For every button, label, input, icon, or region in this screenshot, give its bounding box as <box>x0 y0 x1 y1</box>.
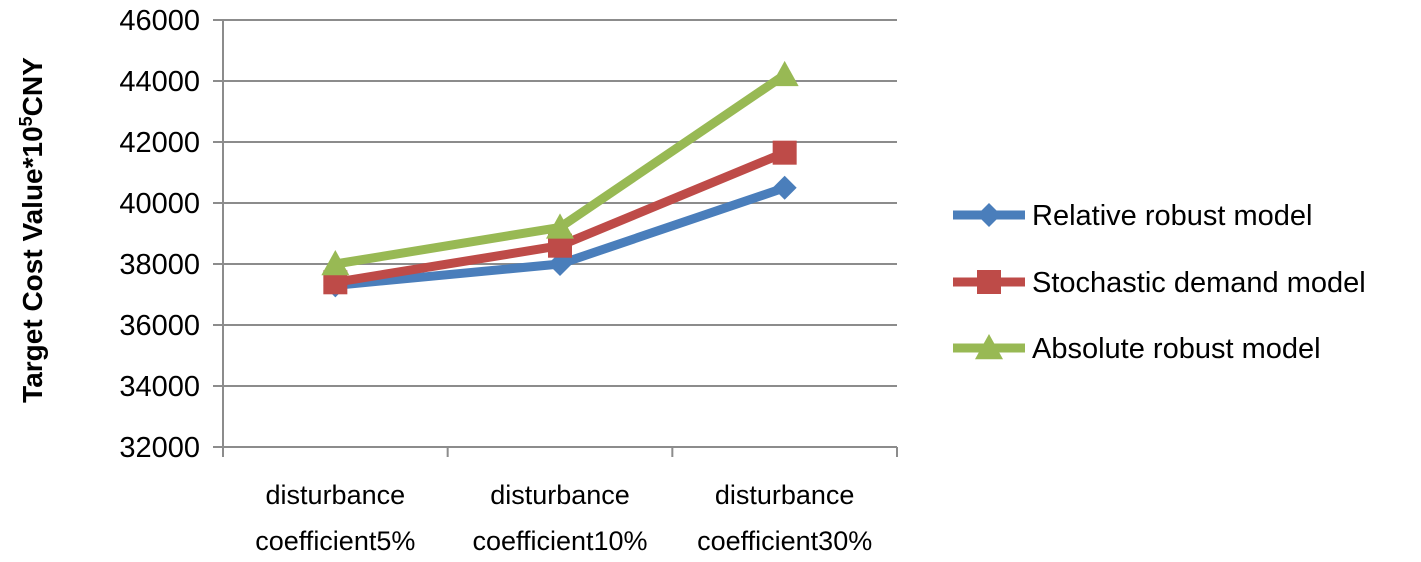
legend-label: Stochastic demand model <box>1032 267 1366 299</box>
legend-label: Relative robust model <box>1032 200 1312 232</box>
y-axis-label: Target Cost Value*105CNY <box>16 57 48 403</box>
x-tick-label-line: coefficient5% <box>255 526 415 556</box>
data-point <box>770 60 799 87</box>
x-tick-label: disturbance coefficient10% <box>472 480 647 556</box>
data-point <box>321 250 350 276</box>
y-axis-label-suffix: CNY <box>17 57 48 116</box>
y-tick-label: 42000 <box>119 127 200 159</box>
x-tick-label-line: coefficient10% <box>472 526 647 556</box>
x-tick-label-line: disturbance <box>490 480 630 510</box>
legend-swatch-marker <box>977 203 1001 227</box>
data-point <box>548 252 572 276</box>
y-tick-label: 40000 <box>119 188 200 220</box>
x-tick-label: disturbance coefficient30% <box>697 480 872 556</box>
y-axis-label-superscript: 5 <box>16 116 36 126</box>
y-axis-label-prefix: Target Cost Value*10 <box>17 126 48 402</box>
y-tick-label: 46000 <box>119 5 200 37</box>
data-point <box>772 140 797 165</box>
data-point <box>546 213 574 239</box>
y-tick-label: 38000 <box>119 249 200 281</box>
y-tick-label: 32000 <box>119 432 200 464</box>
legend: Relative robust model Stochastic demand m… <box>953 200 1366 365</box>
x-tick-label-line: disturbance <box>266 480 406 510</box>
gridlines <box>213 19 897 448</box>
axes <box>222 20 898 457</box>
x-tick-label: disturbance coefficient5% <box>255 480 415 556</box>
legend-swatch-marker <box>975 334 1003 360</box>
series-group <box>321 60 799 298</box>
y-tick-label: 36000 <box>119 310 200 342</box>
data-point <box>772 175 797 200</box>
x-tick-label-line: coefficient30% <box>697 526 872 556</box>
x-tick-labels: disturbance coefficient5% disturbance coeff… <box>255 480 872 556</box>
x-tick-label-line: disturbance <box>715 480 855 510</box>
y-tick-labels: 32000 34000 36000 38000 40000 42000 44000 46000 <box>119 5 200 464</box>
legend-label: Absolute robust model <box>1032 333 1321 365</box>
y-tick-label: 34000 <box>119 371 200 403</box>
y-tick-label: 44000 <box>119 66 200 98</box>
legend-swatch-marker <box>977 270 1001 294</box>
